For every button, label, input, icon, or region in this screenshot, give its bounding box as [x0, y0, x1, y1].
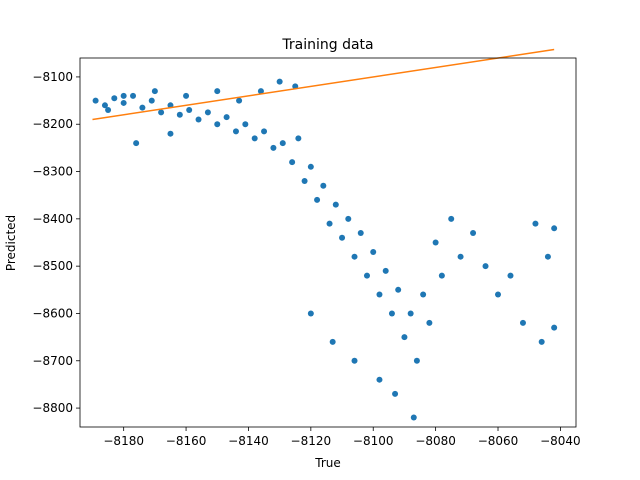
x-tick-label: −8040	[540, 434, 581, 448]
scatter-point	[242, 121, 249, 128]
scatter-point	[339, 234, 346, 241]
scatter-point	[204, 109, 211, 116]
scatter-point	[351, 253, 358, 260]
scatter-point	[314, 196, 321, 203]
y-tick-label: −8400	[32, 212, 73, 226]
scatter-point	[270, 144, 277, 151]
scatter-point	[448, 215, 455, 222]
y-tick-label: −8200	[32, 117, 73, 131]
scatter-point	[289, 159, 296, 166]
scatter-point	[186, 107, 193, 114]
scatter-point	[295, 135, 302, 142]
scatter-point	[214, 88, 221, 95]
scatter-point	[495, 291, 502, 298]
scatter-point	[307, 163, 314, 170]
x-axis: −8180 −8160 −8140 −8120 −8100 −8080 −8060 −8040	[103, 427, 581, 448]
scatter-point	[148, 97, 155, 104]
scatter-point	[183, 92, 190, 99]
scatter-point	[432, 239, 439, 246]
y-axis-label: Predicted	[4, 215, 18, 271]
scatter-point	[151, 88, 158, 95]
scatter-point	[532, 220, 539, 227]
scatter-point	[426, 319, 433, 326]
scatter-point	[538, 338, 545, 345]
identity-line	[92, 48, 555, 121]
scatter-point	[320, 182, 327, 189]
x-tick-label: −8060	[478, 434, 519, 448]
scatter-point	[370, 248, 377, 255]
scatter-point	[307, 310, 314, 317]
scatter-point	[470, 230, 477, 237]
scatter-point	[329, 338, 336, 345]
scatter-point	[326, 220, 333, 227]
scatter-point	[167, 130, 174, 137]
scatter-point	[544, 253, 551, 260]
y-tick-label: −8300	[32, 165, 73, 179]
x-tick-label: −8080	[415, 434, 456, 448]
scatter-point	[357, 230, 364, 237]
scatter-point	[407, 310, 414, 317]
scatter-point	[111, 95, 118, 102]
x-tick-label: −8160	[166, 434, 207, 448]
scatter-point	[395, 286, 402, 293]
scatter-point	[351, 357, 358, 364]
scatter-point	[251, 135, 258, 142]
scatter-point	[257, 88, 264, 95]
scatter-point	[120, 99, 127, 106]
scatter-point	[214, 121, 221, 128]
scatter-point	[158, 109, 165, 116]
y-tick-label: −8700	[32, 354, 73, 368]
scatter-point	[363, 272, 370, 279]
scatter-point	[332, 201, 339, 208]
scatter-point	[519, 319, 526, 326]
scatter-point	[382, 267, 389, 274]
scatter-point	[105, 107, 112, 114]
scatter-point	[236, 97, 243, 104]
scatter-point	[376, 376, 383, 383]
scatter-point	[130, 92, 137, 99]
scatter-point	[392, 390, 399, 397]
scatter-point	[261, 128, 268, 135]
scatter-point	[551, 225, 558, 232]
scatter-point	[376, 291, 383, 298]
scatter-point	[276, 78, 283, 85]
scatter-point	[279, 140, 286, 147]
scatter-point	[457, 253, 464, 260]
plot-frame	[79, 57, 577, 428]
scatter-point	[139, 104, 146, 111]
scatter-point	[301, 178, 308, 184]
y-tick-label: −8500	[32, 259, 73, 273]
y-axis: −8100 −8200 −8300 −8400 −8500 −8600 −8700 −8800	[32, 70, 80, 415]
scatter-point	[223, 114, 230, 121]
scatter-point	[551, 324, 558, 331]
scatter-point	[438, 272, 445, 279]
scatter-point	[92, 97, 99, 104]
scatter-point	[410, 414, 417, 421]
chart-title: Training data	[281, 37, 373, 53]
scatter-point	[120, 92, 127, 99]
data-layer	[92, 48, 558, 421]
scatter-point	[507, 272, 514, 279]
scatter-point	[232, 128, 239, 135]
y-tick-label: −8800	[32, 401, 73, 415]
scatter-point	[482, 263, 489, 270]
scatter-point	[133, 140, 140, 147]
x-tick-label: −8100	[353, 434, 394, 448]
scatter-point	[420, 291, 427, 298]
scatter-point	[101, 102, 108, 109]
x-tick-label: −8140	[228, 434, 269, 448]
x-tick-label: −8180	[103, 434, 144, 448]
scatter-point	[345, 215, 352, 222]
scatter-point	[176, 111, 183, 118]
scatter-point	[413, 357, 420, 364]
y-tick-label: −8600	[32, 306, 73, 320]
y-tick-label: −8100	[32, 70, 73, 84]
scatter-point	[388, 310, 395, 317]
x-tick-label: −8120	[291, 434, 332, 448]
scatter-point	[401, 334, 408, 341]
x-axis-label: True	[314, 456, 341, 470]
scatter-point	[195, 116, 202, 123]
